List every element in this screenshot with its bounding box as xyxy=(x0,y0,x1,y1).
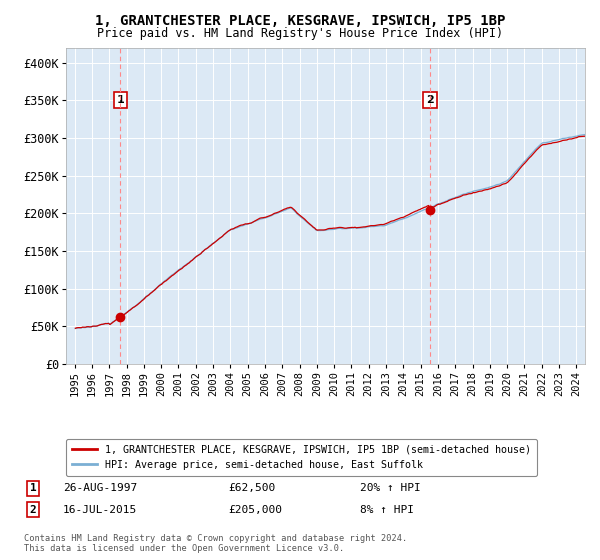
Legend: 1, GRANTCHESTER PLACE, KESGRAVE, IPSWICH, IP5 1BP (semi-detached house), HPI: Av: 1, GRANTCHESTER PLACE, KESGRAVE, IPSWICH… xyxy=(66,438,537,475)
Text: 26-AUG-1997: 26-AUG-1997 xyxy=(63,483,137,493)
Text: 1, GRANTCHESTER PLACE, KESGRAVE, IPSWICH, IP5 1BP: 1, GRANTCHESTER PLACE, KESGRAVE, IPSWICH… xyxy=(95,14,505,28)
Text: 1: 1 xyxy=(29,483,37,493)
Text: £62,500: £62,500 xyxy=(228,483,275,493)
Text: 1: 1 xyxy=(116,95,124,105)
Text: 2: 2 xyxy=(29,505,37,515)
Text: Price paid vs. HM Land Registry's House Price Index (HPI): Price paid vs. HM Land Registry's House … xyxy=(97,27,503,40)
Text: 20% ↑ HPI: 20% ↑ HPI xyxy=(360,483,421,493)
Text: 2: 2 xyxy=(426,95,434,105)
Text: 16-JUL-2015: 16-JUL-2015 xyxy=(63,505,137,515)
Text: 8% ↑ HPI: 8% ↑ HPI xyxy=(360,505,414,515)
Text: £205,000: £205,000 xyxy=(228,505,282,515)
Text: Contains HM Land Registry data © Crown copyright and database right 2024.
This d: Contains HM Land Registry data © Crown c… xyxy=(24,534,407,553)
